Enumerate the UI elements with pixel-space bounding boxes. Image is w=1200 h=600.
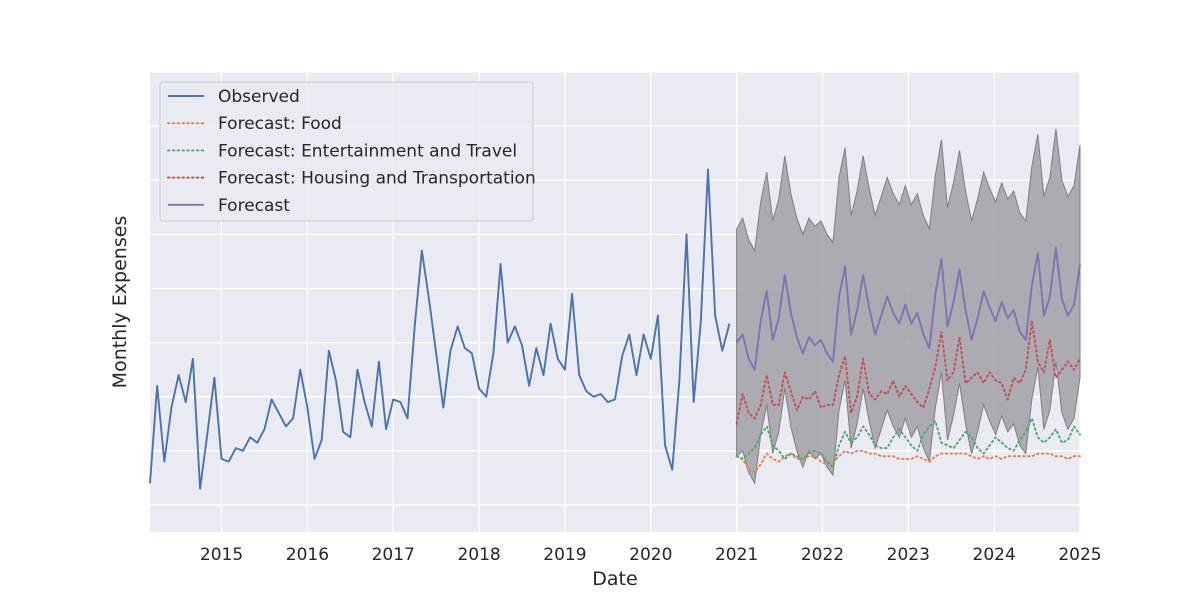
series-forecast-line — [735, 246, 1081, 371]
x-tick-label: 2023 — [887, 545, 930, 565]
legend-label: Forecast: Entertainment and Travel — [218, 141, 517, 161]
legend-label: Forecast — [218, 196, 290, 216]
x-tick-label: 2015 — [200, 545, 243, 565]
series-lines — [149, 168, 1081, 490]
x-tick-labels: 2015 2016 2017 2018 2019 2020 2021 2022 2023 2024… — [200, 545, 1102, 565]
x-tick-label: 2021 — [715, 545, 758, 565]
legend-label: Observed — [218, 87, 300, 107]
legend: Observed Forecast: Food Forecast: Entertai… — [159, 81, 536, 222]
x-tick-label: 2024 — [973, 545, 1016, 565]
series-observed-line — [149, 168, 731, 490]
series-forecast-food-line — [735, 449, 1081, 474]
legend-box — [159, 81, 534, 222]
x-tick-label: 2017 — [372, 545, 415, 565]
x-tick-label: 2019 — [543, 545, 586, 565]
legend-label: Forecast: Food — [218, 114, 342, 134]
x-tick-label: 2022 — [801, 545, 844, 565]
confidence-band-area — [736, 128, 1081, 485]
y-axis-title: Monthly Expenses — [109, 216, 131, 389]
x-tick-label: 2025 — [1058, 545, 1101, 565]
x-axis-title: Date — [592, 568, 637, 590]
forecast-confidence-band — [736, 128, 1081, 485]
x-tick-label: 2018 — [457, 545, 500, 565]
series-forecast-housing-line — [735, 319, 1081, 425]
series-forecast-entertainment-line — [735, 417, 1081, 469]
legend-label: Forecast: Housing and Transportation — [218, 169, 536, 189]
x-tick-label: 2016 — [286, 545, 329, 565]
x-tick-label: 2020 — [629, 545, 672, 565]
